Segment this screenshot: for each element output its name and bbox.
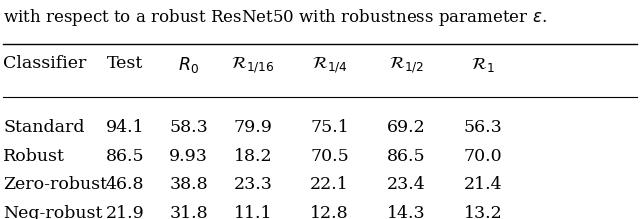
Text: 22.1: 22.1 — [310, 176, 349, 193]
Text: 21.4: 21.4 — [464, 176, 502, 193]
Text: Zero-robust: Zero-robust — [3, 176, 108, 193]
Text: 58.3: 58.3 — [170, 119, 208, 136]
Text: 13.2: 13.2 — [464, 205, 502, 219]
Text: Neg-robust: Neg-robust — [3, 205, 102, 219]
Text: 46.8: 46.8 — [106, 176, 144, 193]
Text: with respect to a robust ResNet50 with robustness parameter $\varepsilon$.: with respect to a robust ResNet50 with r… — [3, 7, 547, 28]
Text: 12.8: 12.8 — [310, 205, 349, 219]
Text: 38.8: 38.8 — [170, 176, 208, 193]
Text: $\mathcal{R}_{1/2}$: $\mathcal{R}_{1/2}$ — [389, 55, 424, 75]
Text: 21.9: 21.9 — [106, 205, 144, 219]
Text: Test: Test — [107, 55, 143, 72]
Text: 14.3: 14.3 — [387, 205, 426, 219]
Text: 23.4: 23.4 — [387, 176, 426, 193]
Text: $R_0$: $R_0$ — [179, 55, 199, 75]
Text: 86.5: 86.5 — [106, 148, 144, 165]
Text: 79.9: 79.9 — [234, 119, 272, 136]
Text: 75.1: 75.1 — [310, 119, 349, 136]
Text: 70.5: 70.5 — [310, 148, 349, 165]
Text: $\mathcal{R}_{1/16}$: $\mathcal{R}_{1/16}$ — [231, 55, 275, 75]
Text: $\mathcal{R}_{1/4}$: $\mathcal{R}_{1/4}$ — [312, 55, 348, 75]
Text: $\mathcal{R}_1$: $\mathcal{R}_1$ — [472, 55, 495, 74]
Text: 23.3: 23.3 — [234, 176, 272, 193]
Text: 11.1: 11.1 — [234, 205, 272, 219]
Text: 69.2: 69.2 — [387, 119, 426, 136]
Text: 86.5: 86.5 — [387, 148, 426, 165]
Text: 31.8: 31.8 — [170, 205, 208, 219]
Text: Standard: Standard — [3, 119, 84, 136]
Text: Classifier: Classifier — [3, 55, 86, 72]
Text: 18.2: 18.2 — [234, 148, 272, 165]
Text: 70.0: 70.0 — [464, 148, 502, 165]
Text: Robust: Robust — [3, 148, 65, 165]
Text: 56.3: 56.3 — [464, 119, 502, 136]
Text: 94.1: 94.1 — [106, 119, 144, 136]
Text: 9.93: 9.93 — [170, 148, 208, 165]
